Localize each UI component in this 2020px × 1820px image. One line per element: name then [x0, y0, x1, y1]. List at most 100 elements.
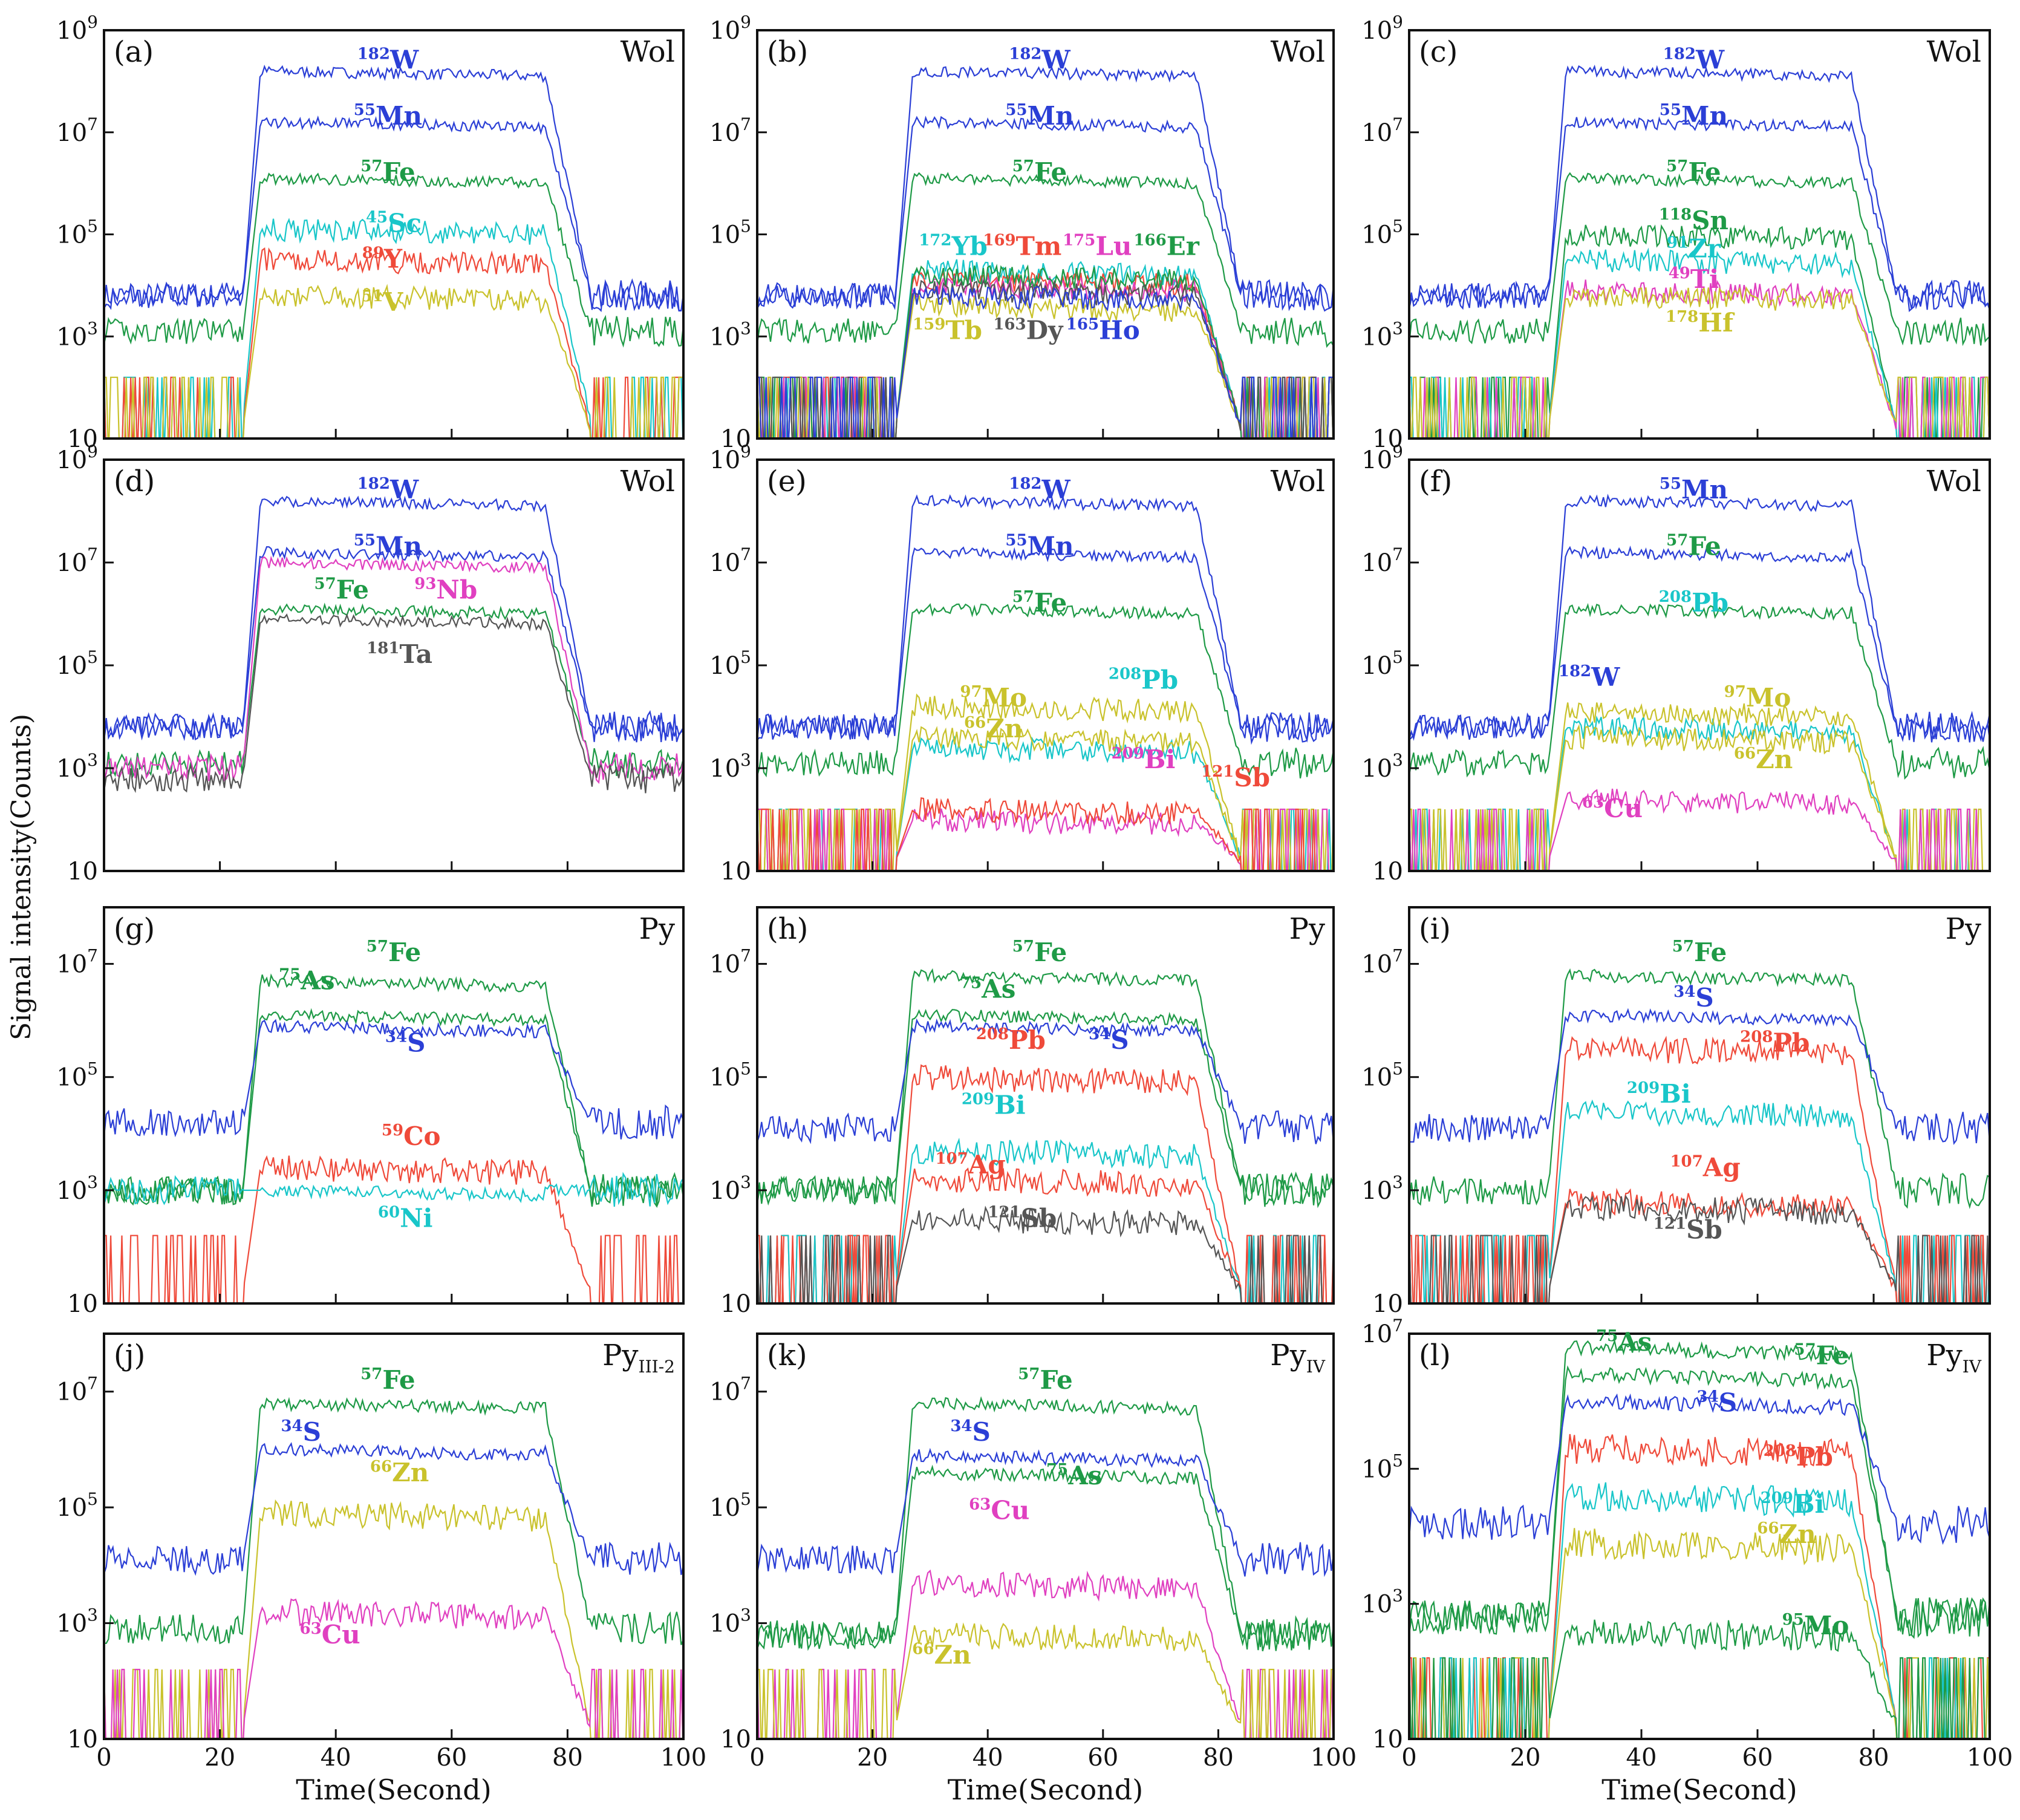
mineral-label: Py: [639, 912, 675, 946]
x-tick-label: 80: [552, 1744, 583, 1772]
series-label-ag: 107Ag: [935, 1150, 1005, 1179]
y-tick-label: 105: [1361, 1059, 1403, 1092]
y-tick-label: 107: [1361, 1316, 1403, 1348]
panel-b: 10 103 105 107 109 (b) Wol 182W 55Mn 57Fe 172Yb169…: [709, 12, 1335, 453]
y-tick-label: 107: [709, 114, 751, 147]
panel-letter: (j): [114, 1339, 145, 1372]
series-label-as: 75As: [960, 974, 1015, 1004]
series-label-s: 34S: [281, 1417, 321, 1447]
series-group: [757, 65, 1334, 439]
series-line-ni: [104, 1172, 683, 1207]
series-label-dy: 163Dy: [993, 315, 1064, 345]
series-line-sb: [1409, 1194, 1990, 1303]
series-line-w: [1409, 64, 1990, 310]
y-tick-label: 109: [56, 442, 98, 474]
y-tick-label: 105: [56, 647, 98, 680]
series-label-zn: 66Zn: [912, 1640, 971, 1670]
series-label-fe: 57Fe: [360, 1365, 415, 1395]
series-line-as: [757, 1464, 1334, 1652]
series-label-s: 34S: [1673, 983, 1714, 1013]
series-line-s: [104, 1442, 683, 1576]
panel-j: 10 103 105 107 0 20 40 60 80 100 (j) PyIII-2 57Fe 34S…: [56, 1332, 706, 1806]
plot-frame: [1408, 906, 1991, 1305]
y-axis-label: Signal intensity(Counts): [6, 714, 37, 1040]
y-tick-label: 105: [709, 647, 751, 680]
x-tick-label: 20: [204, 1744, 235, 1772]
y-tick-label: 107: [709, 544, 751, 577]
series-label-mn: 55Mn: [354, 101, 422, 131]
series-label-tb: 159Tb: [913, 315, 982, 345]
mineral-label: Py: [1946, 912, 1981, 946]
y-tick-label: 109: [1361, 442, 1403, 474]
series-label-sb: 121Sb: [1201, 763, 1270, 792]
y-tick-label: 109: [56, 12, 98, 45]
y-tick-label: 103: [709, 1605, 751, 1638]
y-tick-label: 107: [1361, 114, 1403, 147]
series-line-mn: [104, 546, 683, 742]
y-tick-label: 105: [1361, 647, 1403, 680]
series-label-mn: 55Mn: [1660, 101, 1728, 131]
series-line-hf: [1409, 286, 1990, 439]
x-tick-label: 40: [321, 1744, 351, 1772]
x-tick-label: 40: [1626, 1744, 1657, 1772]
series-label-zn: 66Zn: [1757, 1519, 1816, 1549]
y-tick-label: 103: [1361, 750, 1403, 783]
series-group: [757, 1396, 1334, 1739]
series-group: [757, 968, 1334, 1303]
x-tick-label: 100: [660, 1744, 706, 1772]
panel-letter: (l): [1419, 1339, 1451, 1372]
series-line-fe: [104, 973, 683, 1208]
series-label-s: 34S: [1697, 1388, 1738, 1417]
series-label-as: 75As: [279, 966, 334, 996]
series-label-mo: 97Mo: [1724, 683, 1791, 713]
series-line-fe: [104, 172, 683, 348]
series-line-mn: [1409, 545, 1990, 742]
panel-l: 10 103 105 107 0 20 40 60 80 100 (l) PyIV 75As 57Fe 34…: [1361, 1316, 2013, 1806]
series-label-as: 75As: [1046, 1461, 1102, 1490]
series-line-w: [757, 65, 1334, 312]
panel-letter: (b): [767, 35, 808, 69]
series-label-fe: 57Fe: [314, 575, 369, 605]
x-tick-label: 20: [857, 1744, 888, 1772]
series-line-zr: [1409, 247, 1990, 439]
series-label-w: 182W: [357, 45, 419, 74]
panel-i: 10 103 105 107 (i) Py 57Fe 34S 208Pb 209Bi 107Ag 12…: [1361, 906, 1991, 1318]
series-label-sb: 121Sb: [988, 1204, 1057, 1233]
y-tick-label: 107: [709, 946, 751, 979]
panel-letter: (c): [1419, 35, 1458, 69]
series-line-fe: [757, 172, 1334, 348]
series-line-zn: [1409, 1528, 1990, 1739]
y-tick-label: 105: [1361, 1450, 1403, 1483]
series-label-ta: 181Ta: [367, 639, 432, 669]
series-label-yb: 172Yb: [919, 231, 988, 261]
series-label-lu: 175Lu: [1063, 231, 1132, 261]
panel-e: 10 103 105 107 109 (e) Wol 182W 55Mn 57Fe 208Pb 97M…: [709, 442, 1335, 886]
series-line-mn: [757, 546, 1334, 743]
series-line-cu: [104, 1598, 683, 1739]
series-line-fe: [757, 968, 1334, 1206]
panel-d: 10 103 105 107 109 (d) Wol 182W 55Mn 57Fe 93Nb 181T…: [56, 442, 685, 886]
series-label-pb: 208Pb: [1764, 1442, 1833, 1472]
series-label-zr: 91Zr: [1667, 233, 1721, 263]
series-label-sb: 121Sb: [1653, 1215, 1722, 1244]
plot-frame: [103, 906, 685, 1305]
series-line-pb: [1409, 1035, 1990, 1303]
x-tick-label: 20: [1510, 1744, 1541, 1772]
y-tick-label: 103: [56, 318, 98, 351]
series-line-cu: [1409, 788, 1979, 871]
y-tick-label: 105: [1361, 217, 1403, 249]
series-label-ti: 49Ti: [1669, 264, 1719, 294]
series-line-zn: [104, 1499, 683, 1739]
series-label-ni: 60Ni: [378, 1204, 433, 1233]
y-tick-label: 109: [709, 442, 751, 474]
x-tick-label: 80: [1203, 1744, 1234, 1772]
series-line-fe: [757, 603, 1334, 779]
y-tick-label: 10: [1372, 1290, 1403, 1318]
panel-a: 10 103 105 107 109 (a) Wol 182W 55Mn 57Fe 45Sc 89Y 5…: [56, 12, 685, 453]
series-label-fe: 57Fe: [1018, 1365, 1072, 1395]
series-line-dy: [757, 279, 1334, 439]
x-axis-label: Time(Second): [296, 1773, 491, 1806]
series-group: [104, 1397, 683, 1739]
series-label-co: 59Co: [382, 1121, 441, 1151]
x-tick-label: 60: [436, 1744, 467, 1772]
